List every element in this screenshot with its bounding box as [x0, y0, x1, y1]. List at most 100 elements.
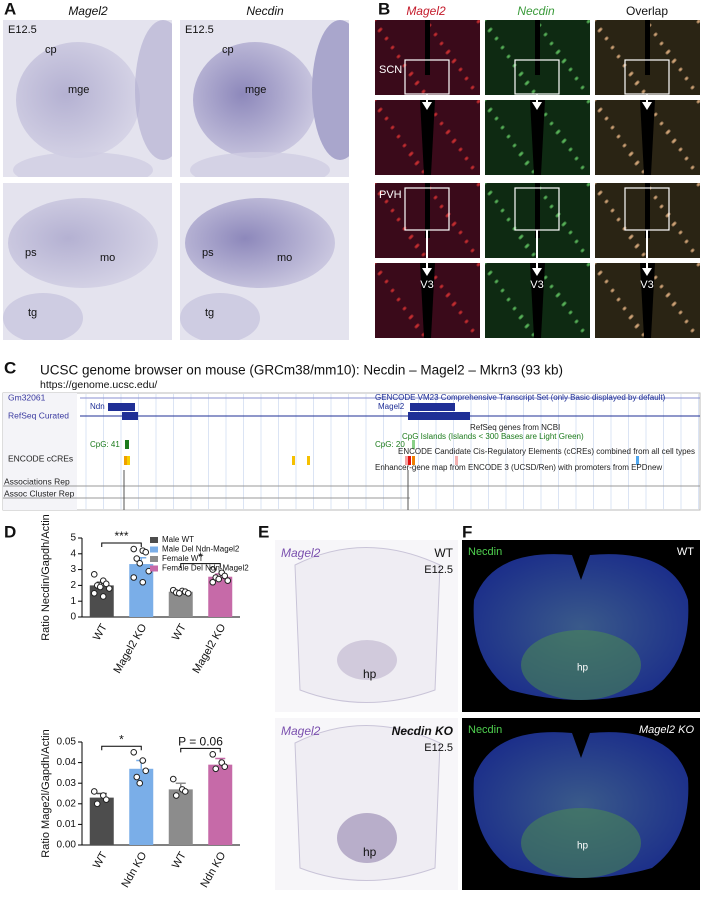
cell — [445, 51, 449, 55]
cell — [518, 236, 522, 240]
data-point — [209, 566, 217, 573]
data-point — [139, 757, 147, 764]
label: E12.5 — [424, 742, 453, 754]
legend-label: Female Del Ndn-Magel2 — [162, 564, 249, 573]
label: WT — [434, 546, 453, 560]
ventricle — [640, 100, 655, 175]
cell — [671, 303, 675, 307]
cell — [494, 200, 498, 204]
y-tick-label: 1 — [70, 596, 76, 607]
cell — [595, 20, 597, 22]
data-point — [175, 590, 183, 597]
cell — [439, 42, 443, 46]
cell — [464, 240, 468, 244]
cell — [464, 77, 468, 81]
label: Magel2 — [281, 724, 321, 738]
cell — [665, 214, 669, 218]
browser-frame — [2, 392, 701, 511]
micrograph — [485, 100, 590, 175]
cell — [659, 285, 663, 289]
panel-label: C — [4, 358, 16, 377]
significance-bracket — [180, 747, 221, 753]
panel-label: F — [462, 522, 472, 541]
x-tick-label: Ndn KO — [198, 850, 228, 890]
cell — [390, 289, 394, 293]
cell — [543, 196, 547, 200]
data-point — [136, 559, 144, 567]
data-point — [181, 788, 189, 795]
cell — [616, 135, 620, 139]
label: V3 — [640, 279, 653, 291]
gene-block — [108, 403, 135, 411]
cpg — [125, 440, 129, 449]
cell — [671, 60, 675, 64]
cell — [690, 329, 694, 333]
y-tick-label: 3 — [70, 564, 76, 575]
tissue — [185, 198, 335, 288]
cell — [595, 263, 597, 265]
cell — [678, 311, 682, 315]
cell — [487, 109, 491, 113]
cell — [476, 263, 480, 267]
cell — [500, 289, 504, 293]
cell — [531, 333, 535, 337]
cell — [604, 280, 608, 284]
label: Necdin — [468, 724, 502, 736]
cell — [684, 320, 688, 324]
cell — [659, 205, 663, 209]
label: tg — [28, 307, 37, 319]
cell — [377, 109, 381, 113]
label: Necdin — [468, 546, 502, 558]
data-point — [209, 578, 217, 586]
x-tick-label: WT — [170, 622, 189, 643]
ccre — [124, 456, 127, 465]
micrograph: V3 — [485, 263, 590, 338]
label: hp — [577, 663, 589, 674]
arrow-head — [422, 102, 432, 110]
data-point — [99, 593, 107, 600]
tissue — [3, 293, 83, 340]
data-point — [133, 773, 141, 781]
ventricle — [530, 263, 545, 338]
x-tick-label: Magel2 KO — [190, 622, 228, 676]
column-title: Magel2 — [406, 4, 446, 18]
cell — [634, 325, 638, 329]
cell — [641, 253, 645, 257]
label: tg — [205, 307, 214, 319]
micrograph: V3 — [595, 263, 700, 338]
cell — [506, 218, 510, 222]
cell — [445, 214, 449, 218]
cell — [476, 100, 480, 104]
cell — [574, 320, 578, 324]
label: Magel2 KO — [639, 724, 694, 736]
tissue — [13, 152, 153, 177]
cell — [390, 46, 394, 50]
cell — [421, 170, 425, 174]
cell — [574, 157, 578, 161]
label: V3 — [420, 279, 433, 291]
micrograph: E12.5 cp mge — [180, 20, 349, 177]
data-point — [209, 751, 217, 758]
cell — [653, 276, 657, 280]
cell — [580, 86, 584, 90]
x-tick-label: WT — [91, 622, 110, 643]
tissue — [180, 293, 260, 340]
cell — [494, 37, 498, 41]
y-tick-label: 0.03 — [57, 778, 77, 789]
cell — [653, 113, 657, 117]
ccre — [412, 456, 415, 465]
x-tick-label: Ndn KO — [119, 850, 149, 890]
cell — [580, 166, 584, 170]
arrow-head — [532, 102, 542, 110]
cell — [696, 100, 700, 104]
micrograph — [595, 100, 700, 175]
label: Magel2 — [378, 402, 405, 411]
cell — [628, 316, 632, 320]
cell — [641, 90, 645, 94]
tissue — [193, 42, 317, 158]
tissue-outline — [294, 547, 441, 703]
cell — [458, 68, 462, 72]
gene-block — [408, 412, 470, 420]
y-tick-label: 0.02 — [57, 798, 77, 809]
data-point — [221, 763, 229, 771]
